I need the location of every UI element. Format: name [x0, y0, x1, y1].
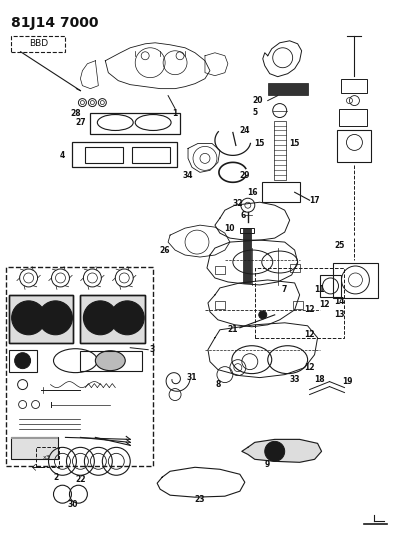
- Bar: [268, 83, 308, 95]
- Text: 27: 27: [75, 118, 86, 127]
- Text: 4: 4: [60, 151, 65, 160]
- Text: 12: 12: [304, 363, 315, 372]
- Bar: [132, 148, 170, 164]
- Text: 13: 13: [334, 310, 345, 319]
- Bar: [332, 263, 378, 298]
- Bar: [6, 267, 153, 466]
- Bar: [9, 350, 37, 372]
- Text: 19: 19: [342, 377, 353, 386]
- Text: 20: 20: [253, 96, 263, 105]
- Bar: [215, 301, 225, 309]
- Text: 10: 10: [225, 224, 235, 232]
- Text: 22: 22: [75, 475, 86, 484]
- Text: 12: 12: [319, 301, 330, 309]
- Text: 2: 2: [53, 473, 58, 482]
- Bar: [90, 112, 180, 134]
- Bar: [240, 228, 254, 233]
- Circle shape: [265, 441, 285, 461]
- Text: 18: 18: [314, 375, 325, 384]
- Bar: [9, 295, 73, 343]
- Bar: [81, 351, 142, 370]
- Bar: [11, 36, 66, 52]
- Circle shape: [39, 301, 72, 335]
- Text: BBD: BBD: [29, 39, 48, 49]
- Bar: [81, 295, 145, 343]
- Bar: [215, 266, 225, 274]
- Text: 25: 25: [334, 240, 345, 249]
- Text: 9: 9: [265, 460, 270, 469]
- Bar: [11, 438, 59, 439]
- Text: 23: 23: [195, 495, 205, 504]
- Text: 28: 28: [70, 109, 81, 118]
- Circle shape: [259, 311, 267, 319]
- Text: 34: 34: [183, 171, 193, 180]
- Text: 30: 30: [67, 499, 78, 508]
- Circle shape: [12, 301, 46, 335]
- Text: 3: 3: [149, 345, 155, 354]
- Text: 12: 12: [304, 330, 315, 340]
- Bar: [262, 182, 299, 202]
- Bar: [293, 301, 303, 309]
- Text: 81J14 7000: 81J14 7000: [11, 16, 98, 30]
- Text: 12: 12: [304, 305, 315, 314]
- Circle shape: [15, 353, 31, 369]
- Text: 16: 16: [248, 188, 258, 197]
- Text: 32: 32: [233, 199, 243, 208]
- Bar: [243, 228, 251, 283]
- Bar: [72, 142, 177, 167]
- Bar: [11, 438, 59, 459]
- Text: 14: 14: [334, 297, 345, 306]
- Text: 11: 11: [314, 285, 325, 294]
- Text: 29: 29: [240, 171, 250, 180]
- Polygon shape: [242, 439, 321, 462]
- Text: 6: 6: [240, 211, 246, 220]
- Bar: [274, 120, 286, 180]
- Bar: [320, 275, 342, 297]
- Text: 24: 24: [240, 126, 250, 135]
- Text: 17: 17: [309, 196, 320, 205]
- Text: 5: 5: [252, 108, 257, 117]
- Text: 15: 15: [255, 139, 265, 148]
- Text: 1: 1: [173, 109, 178, 118]
- Bar: [338, 131, 371, 163]
- Ellipse shape: [95, 351, 125, 370]
- Bar: [9, 295, 73, 343]
- Bar: [340, 109, 367, 126]
- Text: 31: 31: [187, 373, 197, 382]
- Circle shape: [83, 301, 117, 335]
- Text: 15: 15: [290, 139, 300, 148]
- Text: 21: 21: [228, 325, 238, 334]
- Text: 33: 33: [289, 375, 300, 384]
- Bar: [290, 264, 299, 272]
- Bar: [81, 295, 145, 343]
- Text: 8: 8: [215, 380, 220, 389]
- Bar: [255, 268, 345, 338]
- Bar: [36, 447, 59, 467]
- Text: 7: 7: [282, 285, 287, 294]
- Circle shape: [110, 301, 144, 335]
- Bar: [85, 148, 123, 164]
- Bar: [342, 79, 367, 93]
- Text: 26: 26: [160, 246, 170, 255]
- Text: x3: x3: [43, 455, 50, 460]
